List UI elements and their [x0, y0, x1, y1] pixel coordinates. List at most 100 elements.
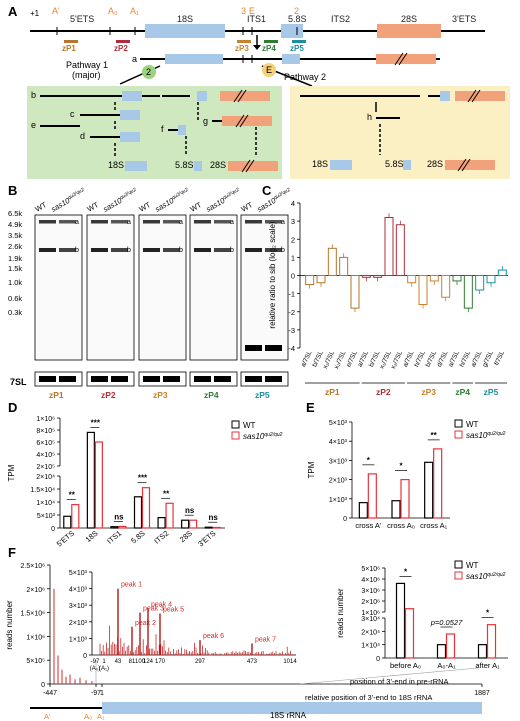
- c-xtick: g/7SL: [481, 350, 495, 369]
- fr-ytick: 3×10⁶: [361, 588, 380, 595]
- c-ytick: -2: [288, 308, 295, 317]
- f-peak-label: peak 6: [203, 633, 224, 640]
- f-peak-label: peak 4: [151, 602, 172, 609]
- marker-0.6k: 0.6k: [8, 294, 22, 303]
- band: [39, 248, 56, 252]
- lane-mut-label: sas10qu2/qu2: [50, 187, 88, 214]
- region-58s: 5.8S: [288, 14, 307, 24]
- f-ytick: 2.5×10⁶: [21, 563, 46, 570]
- band-7sl: [163, 376, 180, 382]
- pathway1-line2: (major): [72, 70, 101, 80]
- d-bar: [212, 526, 221, 529]
- band-f: [245, 345, 262, 351]
- marker-4.9k: 4.9k: [8, 220, 22, 229]
- band-letter: b: [75, 247, 79, 254]
- int-e: e: [31, 120, 36, 130]
- c-ytick: -3: [288, 326, 295, 335]
- site-Ap: A': [52, 6, 60, 16]
- loading-strip: [240, 371, 289, 387]
- d-sig: ***: [138, 474, 148, 483]
- c-bar: [305, 275, 315, 286]
- panel-label-a: A: [8, 4, 18, 19]
- d-ytick: 8×10⁵: [36, 428, 55, 435]
- site-2: 2: [294, 6, 299, 16]
- d-legend-mut: sas10qu2/qu2: [243, 432, 283, 441]
- lane-mut-label: sas10qu2/qu2: [205, 187, 243, 214]
- pathway1-line1: Pathway 1: [66, 60, 108, 70]
- d-xtick: 5'ETS: [55, 529, 76, 549]
- fr-ylabel: reads number: [336, 588, 345, 638]
- f-peak-label: peak 5: [163, 607, 184, 614]
- f-rrna-bar: [102, 702, 482, 714]
- e-xtick: cross A₀: [387, 521, 415, 530]
- f-inset-xtick: 297: [195, 659, 206, 665]
- lane-mut-sup: qu2/qu2: [222, 187, 241, 201]
- band: [245, 220, 262, 224]
- c-ytick: -1: [288, 290, 295, 299]
- d-ytick: 2×10⁵: [36, 464, 55, 471]
- d-ylabel: TPM: [7, 464, 16, 481]
- c-ytick: 1: [291, 253, 295, 262]
- c-bar: [384, 217, 394, 276]
- pathway1-label: Pathway 1 (major): [66, 60, 111, 80]
- f-inset-ytick: 1×10³: [69, 636, 88, 643]
- loading-strip: [86, 371, 135, 387]
- f-inset-xtick: 43: [115, 659, 122, 665]
- precursor-a: a: [132, 52, 440, 66]
- e-ylabel: TPM: [307, 461, 316, 478]
- c-bar: [441, 275, 451, 298]
- d-bar: [204, 526, 213, 529]
- site-A1: A₁: [130, 6, 139, 16]
- e-ytick: 3×10³: [329, 458, 348, 465]
- chart-e: 5×10³ 4×10³ 3×10³ 2×10³ 1×10³ 0 TPM cross A' * cr…: [307, 419, 506, 530]
- loading-label: 7SL: [10, 377, 27, 387]
- e-bar: [358, 502, 368, 519]
- f-site-label: A': [44, 712, 51, 721]
- d-sig: **: [69, 491, 76, 500]
- region-its1: ITS1: [247, 14, 266, 24]
- f-ytick: 1.5×10⁶: [21, 611, 46, 618]
- blot-5: [240, 214, 289, 361]
- d-ytick: 5×10³: [37, 513, 56, 520]
- e-ytick: 2×10³: [329, 478, 348, 485]
- blot-probe-label: zP5: [255, 390, 270, 400]
- product2-28s: 28S: [427, 159, 443, 169]
- band-letter: b: [230, 247, 234, 254]
- f-xtick: -97: [91, 690, 101, 697]
- panel-label-b: B: [8, 183, 17, 198]
- e-ytick: 1×10³: [329, 497, 348, 504]
- f-inset-xtick: 1014: [283, 659, 297, 665]
- blot-2: [86, 214, 135, 361]
- c-group-label: zP2: [376, 387, 391, 397]
- f-xtick: -447: [43, 690, 57, 697]
- fr-ytick: 1×10⁶: [361, 610, 380, 617]
- product2-18s: 18S: [312, 159, 328, 169]
- c-group-label: zP3: [421, 387, 436, 397]
- fr-sig: *: [404, 567, 408, 576]
- fr-xtick: A₀-A₁: [437, 661, 456, 670]
- f-inset-ytick: 2×10³: [69, 620, 88, 627]
- c-xtick: f/7SL: [493, 350, 506, 367]
- panel-label-c: C: [262, 183, 272, 198]
- lane-mut-sup: qu2/qu2: [171, 187, 190, 201]
- e-bar: [367, 473, 377, 519]
- band: [143, 248, 160, 252]
- fr-bar: [436, 644, 447, 659]
- int-b: b: [31, 90, 36, 100]
- band-7sl: [111, 376, 128, 382]
- c-bar: [350, 275, 360, 309]
- e-bar: [391, 500, 401, 519]
- f-inset-xtick: -97: [91, 659, 100, 665]
- c-ytick: 0: [291, 272, 295, 281]
- fr-legend-mut: sas10qu2/qu2: [466, 572, 506, 581]
- c-bar: [475, 275, 485, 291]
- blot-3: [138, 214, 187, 361]
- c-ytick: -4: [288, 344, 295, 353]
- d-ytick: 6×10⁵: [36, 440, 55, 447]
- int-h: h: [367, 112, 372, 122]
- band: [214, 220, 231, 224]
- marker-6.5k: 6.5k: [8, 209, 22, 218]
- f-inset-xtick-sub: (A₁): [99, 666, 109, 672]
- fr-ytick: 4×10⁶: [361, 577, 380, 584]
